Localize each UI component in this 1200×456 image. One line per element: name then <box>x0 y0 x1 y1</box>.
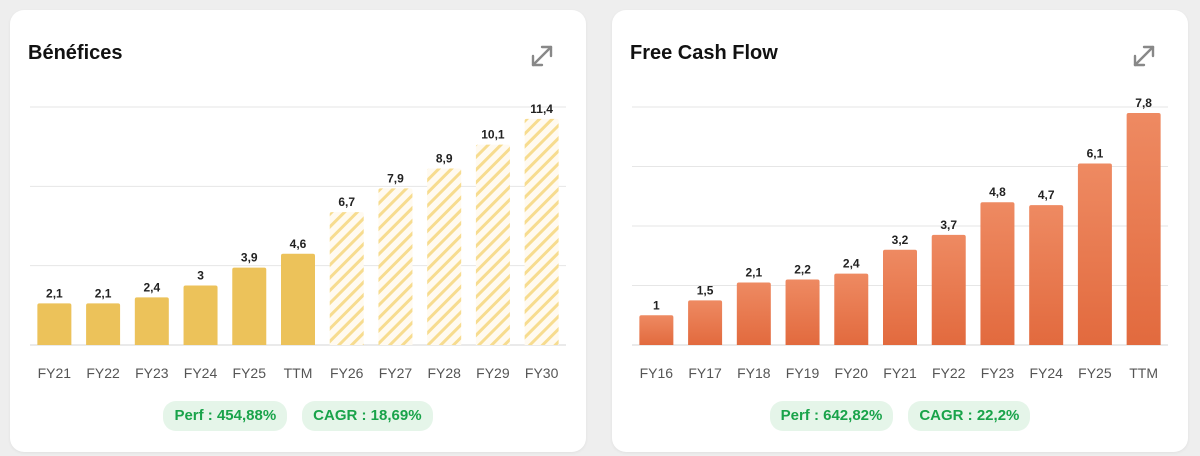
bar-estimate[interactable] <box>524 118 559 346</box>
value-label: 7,9 <box>387 171 404 185</box>
x-tick-label: FY22 <box>86 365 120 381</box>
value-label: 3,2 <box>892 233 909 247</box>
value-label: 3,7 <box>940 218 957 232</box>
x-tick-label: TTM <box>1129 365 1158 381</box>
bar[interactable] <box>639 315 674 345</box>
bar[interactable] <box>736 282 771 345</box>
x-tick-label: FY21 <box>883 365 917 381</box>
bar[interactable] <box>883 249 917 345</box>
value-label: 6,1 <box>1087 147 1104 161</box>
value-label: 1 <box>653 298 660 312</box>
bar-estimate[interactable] <box>475 144 510 345</box>
value-label: 4,8 <box>989 185 1006 199</box>
x-tick-label: FY24 <box>1029 365 1063 381</box>
x-tick-label: TTM <box>284 365 313 381</box>
free-cash-flow-bar-chart: 1 FY16 1,5 FY17 2,1 FY18 2,2 FY19 2,4 FY20 3,2 FY21… <box>632 96 1168 381</box>
stats-badges: Perf : 642,82% CAGR : 22,2% <box>612 401 1188 431</box>
card-title: Free Cash Flow <box>630 42 778 64</box>
bar[interactable] <box>281 253 315 345</box>
x-tick-label: FY18 <box>737 365 771 381</box>
value-label: 4,6 <box>290 237 307 251</box>
value-label: 8,9 <box>436 151 453 165</box>
earnings-bar-chart: 2,1 FY21 2,1 FY22 2,4 FY23 3 FY24 3,9 FY25 4,6 TTM 6… <box>30 102 566 381</box>
x-tick-label: FY24 <box>184 365 218 381</box>
perf-badge: Perf : 642,82% <box>769 401 894 431</box>
bar[interactable] <box>980 202 1015 345</box>
x-tick-label: FY20 <box>835 365 869 381</box>
card-title: Bénéfices <box>28 42 123 64</box>
perf-badge: Perf : 454,88% <box>163 401 288 431</box>
bar[interactable] <box>1126 112 1161 345</box>
x-tick-label: FY17 <box>688 365 722 381</box>
cagr-badge: CAGR : 22,2% <box>908 401 1031 431</box>
value-label: 2,1 <box>745 266 762 280</box>
bar-estimate[interactable] <box>378 188 413 345</box>
x-tick-label: FY29 <box>476 365 510 381</box>
value-label: 3 <box>197 269 204 283</box>
value-label: 11,4 <box>530 102 553 116</box>
bar[interactable] <box>834 273 869 345</box>
x-tick-label: FY23 <box>981 365 1015 381</box>
x-tick-label: FY30 <box>525 365 559 381</box>
value-label: 3,9 <box>241 251 258 265</box>
x-tick-label: FY21 <box>38 365 72 381</box>
bar[interactable] <box>134 297 169 345</box>
bar-estimate[interactable] <box>329 212 364 345</box>
x-tick-label: FY16 <box>640 365 674 381</box>
bar[interactable] <box>931 234 966 345</box>
value-label: 1,5 <box>697 283 714 297</box>
bar[interactable] <box>688 300 723 345</box>
value-label: 2,2 <box>794 263 811 277</box>
x-tick-label: FY28 <box>427 365 461 381</box>
earnings-card: Bénéfices 2,1 FY21 2,1 FY22 2,4 FY23 3 FY24 3,9 F… <box>10 10 586 452</box>
bar[interactable] <box>86 303 121 345</box>
x-tick-label: FY25 <box>233 365 267 381</box>
x-tick-label: FY19 <box>786 365 820 381</box>
bar[interactable] <box>785 279 820 345</box>
bar-estimate[interactable] <box>427 168 462 345</box>
value-label: 10,1 <box>481 128 505 142</box>
value-label: 4,7 <box>1038 188 1055 202</box>
x-tick-label: FY22 <box>932 365 966 381</box>
cagr-badge: CAGR : 18,69% <box>302 401 433 431</box>
value-label: 7,8 <box>1135 96 1152 110</box>
bar[interactable] <box>1029 205 1064 345</box>
value-label: 2,4 <box>843 257 860 271</box>
x-tick-label: FY23 <box>135 365 169 381</box>
x-tick-label: FY27 <box>379 365 413 381</box>
value-label: 2,1 <box>95 286 112 300</box>
expand-icon[interactable] <box>1130 42 1158 70</box>
expand-icon[interactable] <box>528 42 556 70</box>
x-tick-label: FY26 <box>330 365 364 381</box>
bar[interactable] <box>232 267 267 345</box>
value-label: 6,7 <box>338 195 355 209</box>
bar[interactable] <box>1077 163 1112 345</box>
value-label: 2,4 <box>143 280 160 294</box>
free-cash-flow-card: Free Cash Flow 1 FY16 1,5 FY17 2,1 FY18 2,2 FY1… <box>612 10 1188 452</box>
bar[interactable] <box>37 303 72 345</box>
bar[interactable] <box>183 285 218 346</box>
x-tick-label: FY25 <box>1078 365 1112 381</box>
value-label: 2,1 <box>46 286 63 300</box>
stats-badges: Perf : 454,88% CAGR : 18,69% <box>10 401 586 431</box>
